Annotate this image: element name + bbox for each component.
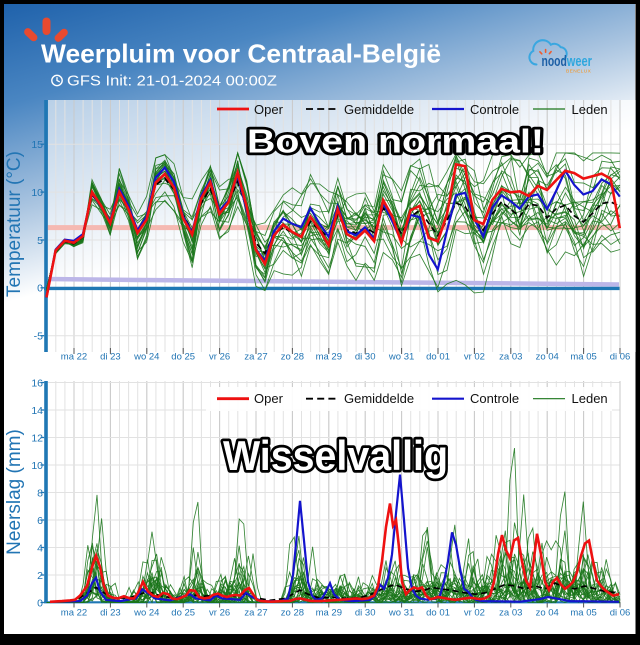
svg-text:vr 02: vr 02	[464, 608, 485, 619]
svg-text:zo 04: zo 04	[536, 352, 559, 363]
svg-text:zo 28: zo 28	[281, 352, 304, 363]
svg-text:10: 10	[31, 460, 43, 472]
svg-text:di 23: di 23	[100, 608, 121, 619]
svg-text:ma 22: ma 22	[61, 352, 87, 363]
svg-text:vr 02: vr 02	[464, 352, 485, 363]
svg-text:di 30: di 30	[355, 608, 376, 619]
svg-text:4: 4	[37, 542, 43, 554]
svg-text:di 23: di 23	[100, 352, 121, 363]
svg-text:8: 8	[37, 487, 43, 499]
svg-text:wo 31: wo 31	[388, 352, 414, 363]
svg-text:Gemiddelde: Gemiddelde	[344, 102, 414, 117]
svg-text:ma 05: ma 05	[570, 352, 596, 363]
svg-text:16: 16	[31, 377, 43, 389]
svg-text:ma 22: ma 22	[61, 608, 87, 619]
svg-text:Controle: Controle	[470, 102, 519, 117]
svg-text:ma 05: ma 05	[570, 608, 596, 619]
svg-text:GFS Init: 21-01-2024 00:00Z: GFS Init: 21-01-2024 00:00Z	[67, 74, 277, 90]
svg-text:za 03: za 03	[499, 352, 522, 363]
svg-text:Leden: Leden	[572, 391, 608, 406]
svg-text:wo 24: wo 24	[133, 352, 159, 363]
svg-text:do 25: do 25	[171, 608, 195, 619]
svg-text:zo 04: zo 04	[536, 608, 559, 619]
svg-text:zo 28: zo 28	[281, 608, 304, 619]
svg-text:Temperatuur (°C): Temperatuur (°C)	[4, 151, 25, 297]
svg-text:0: 0	[37, 597, 43, 609]
svg-text:0: 0	[37, 283, 43, 295]
svg-text:-5: -5	[34, 331, 43, 343]
svg-text:nood: nood	[542, 53, 567, 70]
svg-text:di 06: di 06	[610, 608, 631, 619]
svg-text:di 30: di 30	[355, 352, 376, 363]
svg-text:Oper: Oper	[254, 391, 284, 406]
svg-text:10: 10	[31, 187, 43, 199]
svg-text:Neerslag (mm): Neerslag (mm)	[4, 429, 25, 555]
svg-text:12: 12	[31, 432, 43, 444]
svg-text:vr 26: vr 26	[209, 608, 230, 619]
svg-text:weer: weer	[566, 53, 592, 70]
svg-text:2: 2	[37, 570, 43, 582]
svg-text:6: 6	[37, 515, 43, 527]
svg-text:do 25: do 25	[171, 352, 195, 363]
svg-text:Controle: Controle	[470, 391, 519, 406]
svg-text:za 03: za 03	[499, 608, 522, 619]
svg-text:15: 15	[31, 139, 43, 151]
svg-text:wo 31: wo 31	[388, 608, 414, 619]
svg-text:za 27: za 27	[244, 608, 267, 619]
svg-text:wo 24: wo 24	[133, 608, 159, 619]
svg-text:Weerpluim voor Centraal-Belgi: Weerpluim voor Centraal-België	[41, 39, 441, 69]
svg-text:Gemiddelde: Gemiddelde	[344, 391, 414, 406]
svg-text:di 06: di 06	[610, 352, 631, 363]
svg-text:Oper: Oper	[254, 102, 284, 117]
svg-text:14: 14	[31, 405, 43, 417]
svg-text:do 01: do 01	[426, 352, 450, 363]
svg-text:do 01: do 01	[426, 608, 450, 619]
svg-text:za 27: za 27	[244, 352, 267, 363]
svg-text:Boven normaal!: Boven normaal!	[247, 123, 544, 160]
svg-text:vr 26: vr 26	[209, 352, 230, 363]
svg-text:ma 29: ma 29	[316, 608, 342, 619]
svg-text:5: 5	[37, 235, 43, 247]
svg-text:Wisselvallig: Wisselvallig	[223, 432, 448, 479]
svg-text:ma 29: ma 29	[316, 352, 342, 363]
svg-text:BENELUX: BENELUX	[566, 69, 592, 75]
svg-text:Leden: Leden	[572, 102, 608, 117]
